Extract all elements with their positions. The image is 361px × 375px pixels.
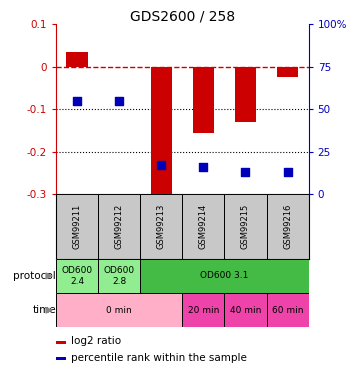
Text: percentile rank within the sample: percentile rank within the sample — [71, 352, 247, 363]
Bar — [266, 293, 309, 327]
Text: GSM99213: GSM99213 — [157, 204, 166, 249]
Bar — [151, 67, 172, 196]
Bar — [56, 357, 66, 360]
Text: GSM99214: GSM99214 — [199, 204, 208, 249]
Text: time: time — [32, 305, 56, 315]
Bar — [66, 52, 87, 67]
Text: 60 min: 60 min — [272, 306, 303, 315]
Text: GSM99215: GSM99215 — [241, 204, 250, 249]
Bar — [56, 341, 66, 344]
Text: 20 min: 20 min — [188, 306, 219, 315]
Text: 40 min: 40 min — [230, 306, 261, 315]
Point — [158, 162, 164, 168]
Bar — [266, 194, 309, 259]
Text: OD600 3.1: OD600 3.1 — [200, 272, 249, 280]
Bar — [225, 194, 266, 259]
Point — [243, 169, 248, 175]
Text: log2 ratio: log2 ratio — [71, 336, 121, 346]
Bar — [56, 293, 182, 327]
Bar — [235, 67, 256, 122]
Bar — [140, 259, 309, 293]
Title: GDS2600 / 258: GDS2600 / 258 — [130, 9, 235, 23]
Point — [74, 98, 80, 104]
Bar — [98, 194, 140, 259]
Bar — [140, 194, 182, 259]
Bar — [277, 67, 298, 77]
Point — [285, 169, 291, 175]
Bar — [182, 194, 225, 259]
Bar — [225, 293, 266, 327]
Point — [200, 164, 206, 170]
Text: OD600
2.4: OD600 2.4 — [61, 266, 92, 286]
Bar — [98, 259, 140, 293]
Bar — [56, 194, 98, 259]
Text: protocol: protocol — [13, 271, 56, 281]
Text: OD600
2.8: OD600 2.8 — [104, 266, 135, 286]
Text: 0 min: 0 min — [106, 306, 132, 315]
Point — [116, 98, 122, 104]
Bar — [56, 259, 98, 293]
Text: GSM99212: GSM99212 — [115, 204, 123, 249]
Text: GSM99216: GSM99216 — [283, 204, 292, 249]
Bar — [193, 67, 214, 132]
Bar — [182, 293, 225, 327]
Text: GSM99211: GSM99211 — [73, 204, 82, 249]
